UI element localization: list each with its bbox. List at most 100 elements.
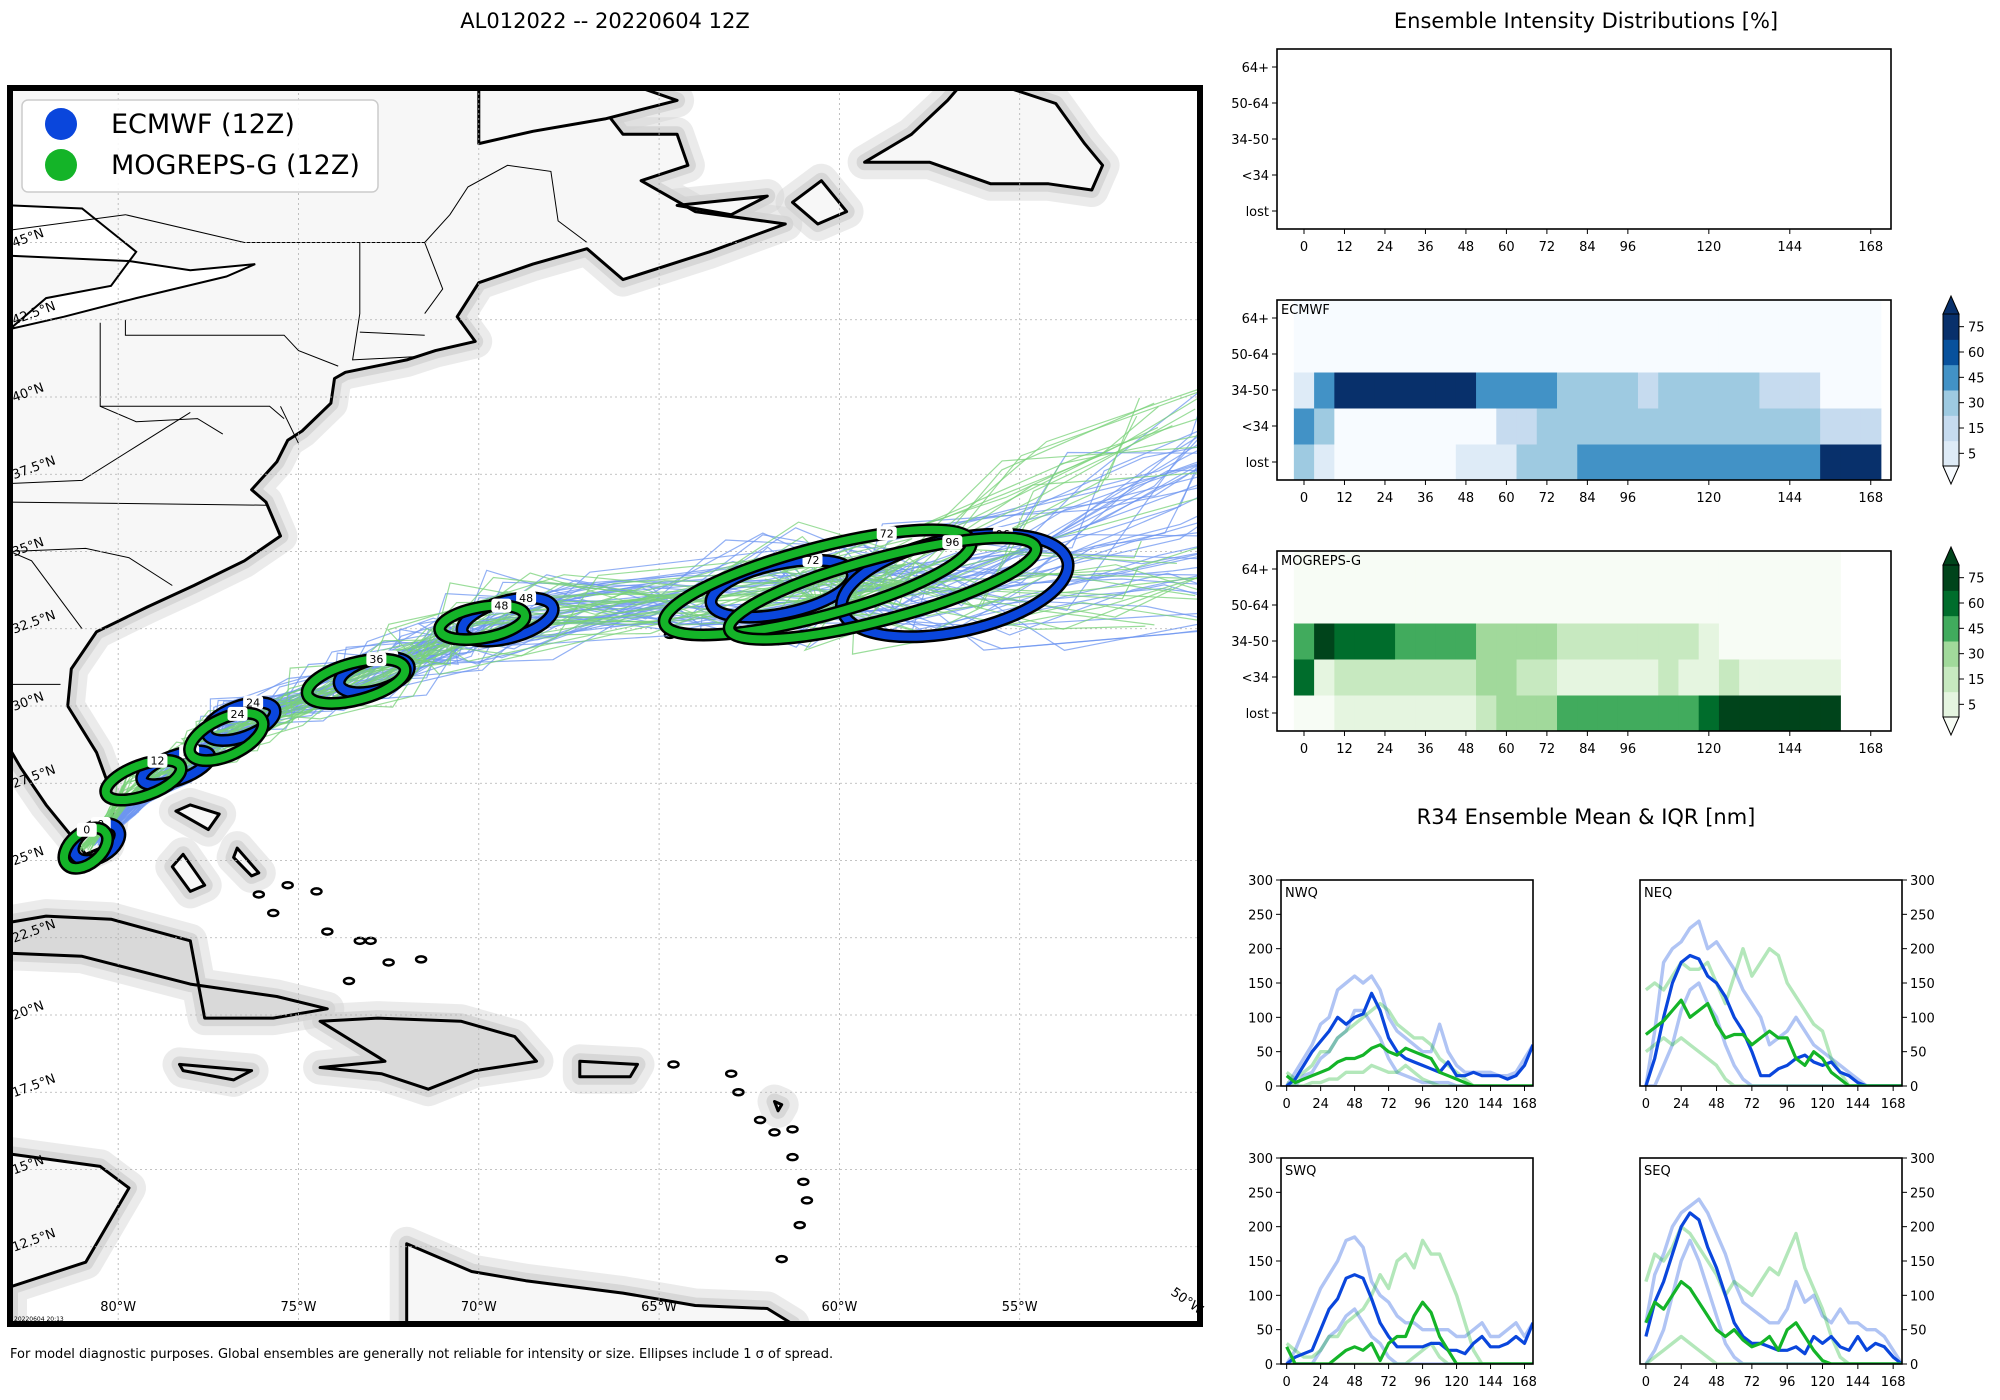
x-tick-label: 0 xyxy=(1300,240,1308,255)
heatmap-cell xyxy=(1698,587,1720,624)
state-border xyxy=(352,242,414,361)
heatmap-cell xyxy=(1799,300,1821,337)
heatmap-cell xyxy=(1557,408,1578,445)
footer-note: For model diagnostic purposes. Global en… xyxy=(10,1347,833,1362)
heatmap-cell xyxy=(1860,336,1882,373)
x-tick-label: 96 xyxy=(1414,1097,1431,1112)
forecast-hour-label-bg xyxy=(876,526,897,541)
x-tick-label: 36 xyxy=(1417,240,1434,255)
x-tick-label: 48 xyxy=(1346,1097,1363,1112)
heatmap-cell xyxy=(1455,408,1477,445)
heatmap-cell xyxy=(1840,408,1862,445)
great-lakes xyxy=(10,204,256,330)
y-tick-label: 50-64 xyxy=(1231,348,1269,363)
heatmap-cell xyxy=(1354,372,1376,409)
heatmap-cell xyxy=(1455,300,1477,337)
longitude-tick-label: 75°W xyxy=(281,1300,317,1315)
land-polygon xyxy=(578,1059,639,1079)
series-ecmwf-iqr-high xyxy=(1644,1197,1902,1364)
island xyxy=(281,880,294,890)
heatmap-cell xyxy=(1435,623,1457,660)
heatmap-cell xyxy=(1759,300,1781,337)
heatmap-cell xyxy=(1739,623,1760,660)
heatmap-cell xyxy=(1374,623,1396,660)
mogreps-ellipse xyxy=(435,601,530,644)
state-border xyxy=(99,322,285,419)
y-tick-label: lost xyxy=(1246,456,1269,471)
forecast-hour-label-bg xyxy=(491,598,512,613)
longitude-tick-label: 55°W xyxy=(1002,1300,1038,1315)
series-mogreps-g-mean xyxy=(1644,1280,1902,1364)
y-tick-label: 250 xyxy=(1248,1186,1273,1201)
heatmap-cell xyxy=(1374,408,1396,445)
series-mogreps-g-iqr-high xyxy=(1285,1238,1533,1364)
panel-title: SEQ xyxy=(1644,1164,1671,1179)
heatmap-cell xyxy=(1577,300,1598,337)
heatmap-cell xyxy=(1617,623,1639,660)
x-tick-label: 96 xyxy=(1620,742,1637,757)
heatmap-cell xyxy=(1840,444,1862,481)
series-ecmwf-iqr-low xyxy=(1286,1307,1533,1364)
heatmap-cell xyxy=(1658,372,1679,409)
forecast-hour-label: 24 xyxy=(231,708,245,721)
heatmap-cell xyxy=(1617,444,1639,481)
forecast-hour-label-bg xyxy=(366,652,387,667)
heatmap-cell xyxy=(1617,372,1639,409)
y-tick-label: 50 xyxy=(1910,1046,1927,1061)
plot-area xyxy=(1640,1158,1902,1364)
heatmap-cell xyxy=(1415,551,1437,588)
heatmap-cell xyxy=(1698,623,1720,660)
longitude-tick-label: 65°W xyxy=(641,1300,677,1315)
forecast-hour-label-bg xyxy=(243,695,264,710)
series-mogreps-g-mean xyxy=(1285,1300,1533,1364)
heatmap-cell xyxy=(1617,551,1639,588)
colorbar-segment xyxy=(1943,641,1959,667)
y-tick-label: 0 xyxy=(1265,1080,1273,1095)
x-tick-label: 0 xyxy=(1642,1375,1650,1390)
y-tick-label: 200 xyxy=(1248,1221,1273,1236)
heatmap-cell xyxy=(1779,587,1801,624)
heatmap-cell xyxy=(1577,659,1598,696)
island xyxy=(800,1196,814,1205)
heatmap-cell xyxy=(1718,408,1740,445)
heatmap-cell xyxy=(1840,336,1862,373)
forecast-hour-label: 36 xyxy=(369,653,383,666)
y-tick-label: 50 xyxy=(1910,1324,1927,1339)
heatmap-cell xyxy=(1840,372,1862,409)
legend-mogreps-label: MOGREPS-G (12Z) xyxy=(111,150,360,181)
heatmap-cell xyxy=(1334,551,1356,588)
island xyxy=(266,908,280,918)
colorbar-segment xyxy=(1943,440,1959,467)
plot-area xyxy=(1281,880,1533,1086)
heatmap-cell xyxy=(1840,300,1862,337)
x-tick-label: 96 xyxy=(1779,1097,1796,1112)
colorbar-segment xyxy=(1943,390,1959,416)
heatmap-cell xyxy=(1496,300,1518,337)
heatmap-cell xyxy=(1395,372,1416,409)
state-border xyxy=(10,501,267,506)
x-tick-label: 24 xyxy=(1673,1375,1690,1390)
heatmap-cell xyxy=(1557,659,1578,696)
forecast-hour-label: 72 xyxy=(805,554,819,567)
heatmap-cell xyxy=(1577,551,1598,588)
island xyxy=(753,1115,767,1125)
heatmap-cell xyxy=(1779,444,1801,481)
heatmap-cell xyxy=(1698,372,1720,409)
x-tick-label: 24 xyxy=(1673,1097,1690,1112)
heatmap-cell xyxy=(1779,372,1801,409)
heatmap-cell xyxy=(1658,336,1679,373)
heatmap-cell xyxy=(1759,336,1781,373)
x-tick-label: 48 xyxy=(1708,1097,1725,1112)
heatmap-cell xyxy=(1435,695,1457,732)
longitude-tick-label: 80°W xyxy=(100,1300,136,1315)
heatmap-cell xyxy=(1334,444,1356,481)
heatmap-cell xyxy=(1658,659,1679,696)
heatmap-cell xyxy=(1516,372,1538,409)
heatmap-cell xyxy=(1536,551,1558,588)
series-ecmwf-iqr-low xyxy=(1645,981,1902,1086)
heatmap-cell xyxy=(1739,587,1760,624)
x-tick-label: 36 xyxy=(1417,742,1434,757)
x-tick-label: 168 xyxy=(1512,1097,1537,1112)
heatmap-cell xyxy=(1536,623,1558,660)
heatmap-cell xyxy=(1658,444,1679,481)
